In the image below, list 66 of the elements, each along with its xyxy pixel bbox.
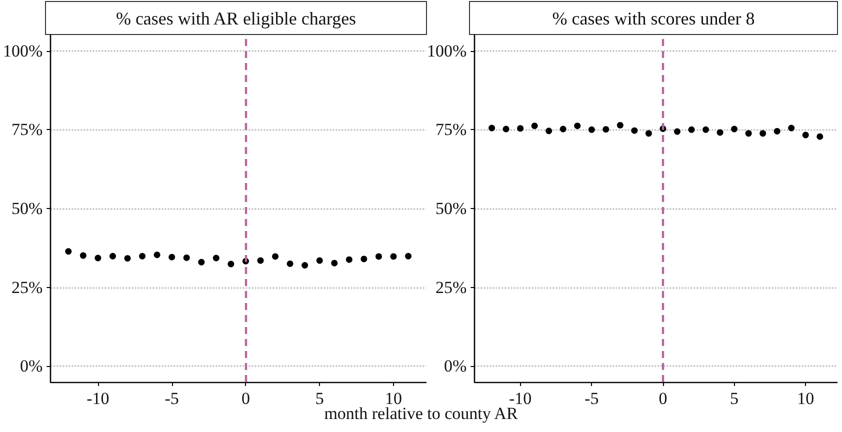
point xyxy=(272,253,279,260)
point xyxy=(109,252,116,260)
x-tick-label: -5 xyxy=(584,389,599,408)
point xyxy=(154,252,160,258)
point xyxy=(405,252,412,260)
y-tick-label: 25% xyxy=(11,278,43,297)
point xyxy=(228,260,234,268)
point xyxy=(390,253,397,260)
point xyxy=(788,124,795,132)
point xyxy=(745,130,752,137)
point xyxy=(316,257,323,264)
point xyxy=(574,122,581,130)
point xyxy=(257,257,264,264)
y-tick-label: 100% xyxy=(2,41,43,60)
y-tick-label: 0% xyxy=(20,356,43,376)
point xyxy=(760,130,766,137)
y-tick-label: 50% xyxy=(11,199,43,218)
point xyxy=(731,126,738,132)
y-tick-label: 25% xyxy=(435,278,467,297)
point xyxy=(502,126,510,132)
point xyxy=(560,126,566,132)
point xyxy=(302,262,308,269)
point xyxy=(94,254,102,262)
point xyxy=(488,124,496,132)
point xyxy=(286,260,294,267)
point xyxy=(80,252,86,259)
point xyxy=(531,122,538,130)
y-tick-label: 50% xyxy=(435,199,467,218)
point xyxy=(212,254,220,262)
chart-title: % cases with AR eligible charges xyxy=(116,8,356,28)
x-tick-label: -10 xyxy=(86,389,110,408)
point xyxy=(183,254,190,261)
y-tick-label: 100% xyxy=(426,41,467,60)
x-tick-label: -5 xyxy=(164,389,179,408)
point xyxy=(139,252,146,260)
point xyxy=(602,126,610,133)
point xyxy=(331,260,338,266)
point xyxy=(346,256,352,263)
point xyxy=(546,128,552,134)
point xyxy=(802,132,809,138)
point xyxy=(688,126,695,133)
point xyxy=(375,253,382,260)
x-tick-label: 5 xyxy=(730,389,739,408)
y-tick-label: 75% xyxy=(11,120,43,140)
point xyxy=(716,129,724,136)
x-tick-label: 10 xyxy=(797,389,814,408)
chart-title: % cases with scores under 8 xyxy=(552,8,755,28)
point xyxy=(816,133,824,140)
x-tick-label: 0 xyxy=(241,389,250,408)
point xyxy=(588,126,595,133)
point xyxy=(645,130,652,137)
point xyxy=(517,125,524,132)
point xyxy=(702,126,710,133)
point xyxy=(616,122,624,128)
point xyxy=(124,255,131,262)
point xyxy=(168,254,176,260)
y-tick-label: 0% xyxy=(444,356,467,376)
point xyxy=(360,256,368,262)
point xyxy=(65,248,72,255)
point xyxy=(631,127,638,134)
y-tick-label: 75% xyxy=(435,120,467,140)
point xyxy=(198,258,205,266)
point xyxy=(674,128,680,135)
x-tick-label: 0 xyxy=(658,389,668,408)
point xyxy=(774,128,780,134)
x-tick-label: 5 xyxy=(315,389,324,408)
